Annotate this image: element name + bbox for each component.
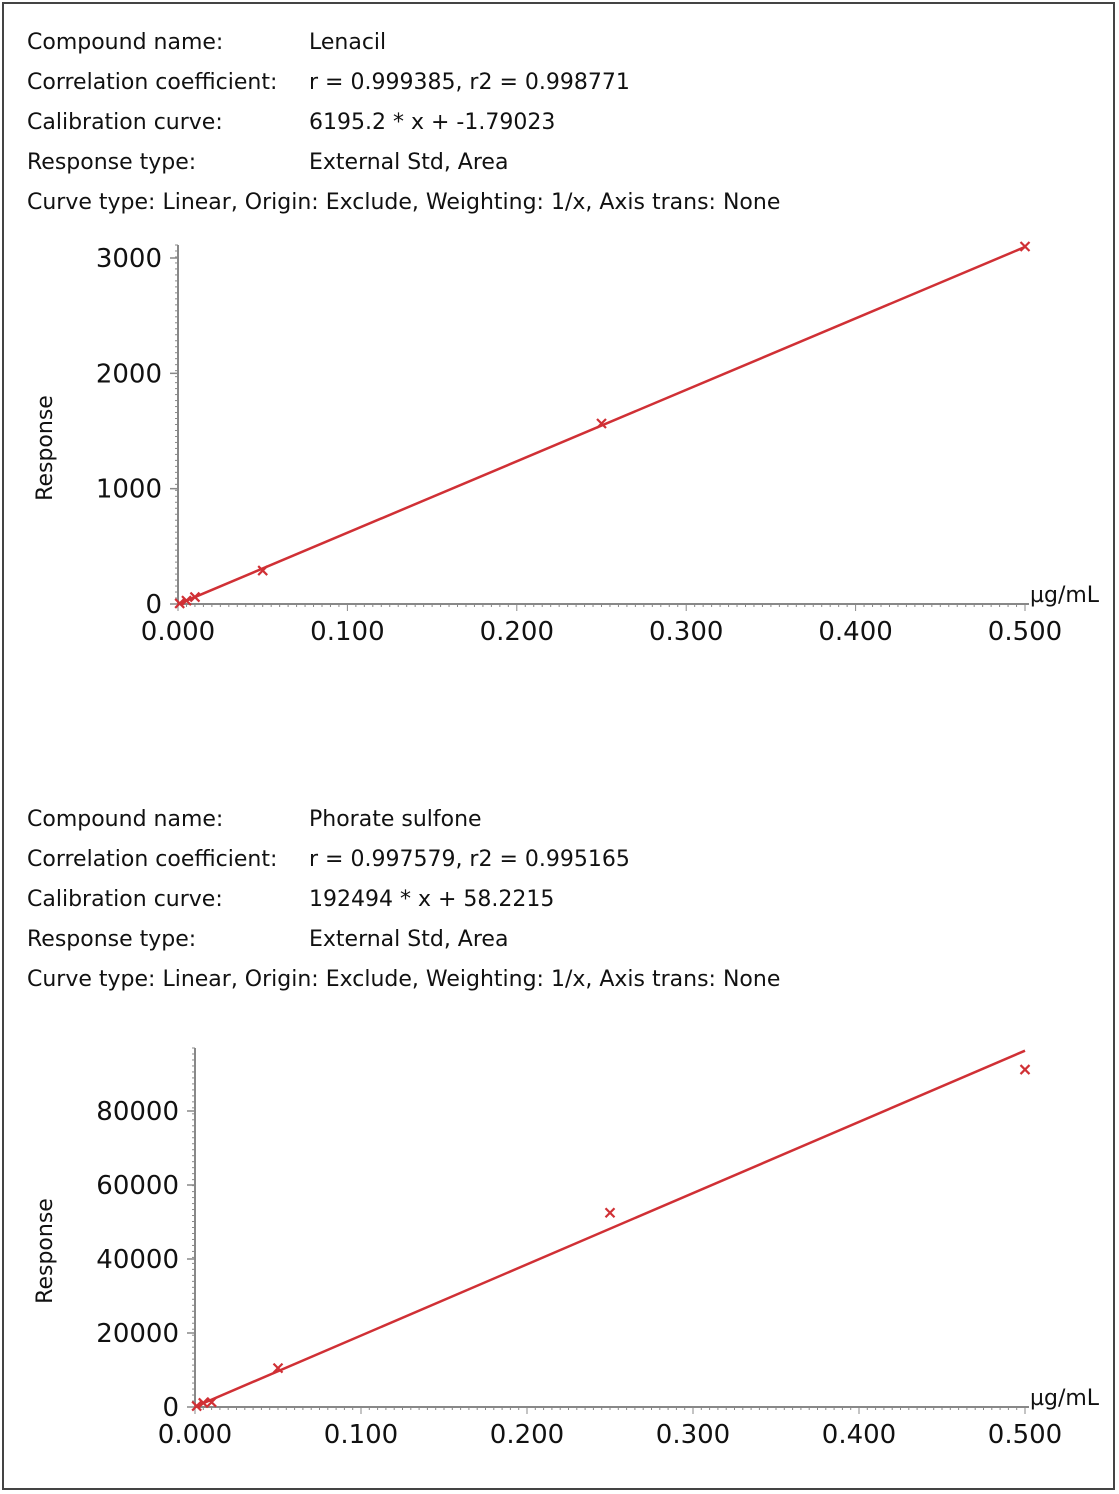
x-tick-label: 0.200 [490,1420,564,1450]
point-stroke [604,1207,616,1219]
calibration-point [174,598,185,609]
point-stroke [174,598,185,609]
y-tick-label: 3000 [96,244,162,274]
calibration-label: Calibration curve: [27,110,223,135]
point-stroke [596,418,607,429]
calibration-point [189,591,201,603]
calibration-point [1019,1064,1031,1075]
x-tick-label: 0.300 [649,617,723,647]
y-tick-label: 80000 [96,1097,179,1127]
calibration-point [198,1397,209,1409]
point-stroke [189,591,201,603]
x-tick-label: 0.500 [988,617,1062,647]
calibration-point [604,1207,616,1219]
calibration-value: 6195.2 * x + -1.79023 [309,110,556,135]
calibration-value: 192494 * x + 58.2215 [309,887,555,912]
x-tick-label: 0.500 [988,1420,1062,1450]
correlation-label: Correlation coefficient: [27,847,278,872]
y-tick-label: 1000 [96,475,162,505]
point-stroke [191,1400,202,1412]
calibration-chart-2: 0.000 0.100 0.200 0.300 0.400 0.500 0 20000 4000… [33,1047,1100,1450]
y-axis-label: Response [33,395,58,501]
calibration-chart-1: 0.000 0.100 0.200 0.300 0.400 0.500 0 1000 2000 3… [33,241,1100,647]
x-axis-label: µg/mL [1030,1386,1100,1411]
x-tick-label: 0.400 [818,617,892,647]
x-tick-label: 0.400 [822,1420,896,1450]
compound-value: Lenacil [309,30,387,55]
correlation-label: Correlation coefficient: [27,70,278,95]
y-axis-label: Response [33,1198,58,1304]
correlation-value: r = 0.997579, r2 = 0.995165 [309,847,630,872]
y-tick-label: 0 [145,590,162,620]
point-stroke [257,565,268,576]
x-tick-label: 0.000 [158,1420,232,1450]
y-tick-label: 40000 [96,1245,179,1275]
x-tick-label: 0.300 [656,1420,730,1450]
x-tick-label: 0.200 [480,617,554,647]
x-axis-label: µg/mL [1030,583,1100,608]
response-type-label: Response type: [27,150,197,175]
compound-label: Compound name: [27,807,224,832]
calibration-point [181,595,192,606]
response-type-value: External Std, Area [309,927,509,952]
point-stroke [1019,1064,1031,1075]
point-stroke [206,1396,217,1408]
compound-label: Compound name: [27,30,224,55]
curve-type-text: Curve type: Linear, Origin: Exclude, Wei… [27,967,781,992]
calibration-point [272,1362,284,1374]
response-type-label: Response type: [27,927,197,952]
point-stroke [1019,241,1031,252]
x-tick-label: 0.100 [324,1420,398,1450]
calibration-point [257,565,268,576]
calibration-point [191,1400,202,1412]
y-tick-label: 0 [162,1393,179,1423]
compound-value: Phorate sulfone [309,807,482,832]
response-type-value: External Std, Area [309,150,509,175]
calibration-label: Calibration curve: [27,887,223,912]
y-tick-label: 2000 [96,359,162,389]
point-stroke [198,1397,209,1409]
calibration-fit-line [177,245,1026,606]
y-tick-label: 20000 [96,1319,179,1349]
correlation-value: r = 0.999385, r2 = 0.998771 [309,70,630,95]
calibration-point [1019,241,1031,252]
calibration-fit-line [194,1049,1026,1408]
x-tick-label: 0.000 [141,617,215,647]
point-stroke [181,595,192,606]
x-tick-label: 0.100 [310,617,384,647]
point-stroke [272,1362,284,1374]
calibration-point [206,1396,217,1408]
y-tick-label: 60000 [96,1171,179,1201]
calibration-point [596,418,607,429]
curve-type-text: Curve type: Linear, Origin: Exclude, Wei… [27,190,781,215]
